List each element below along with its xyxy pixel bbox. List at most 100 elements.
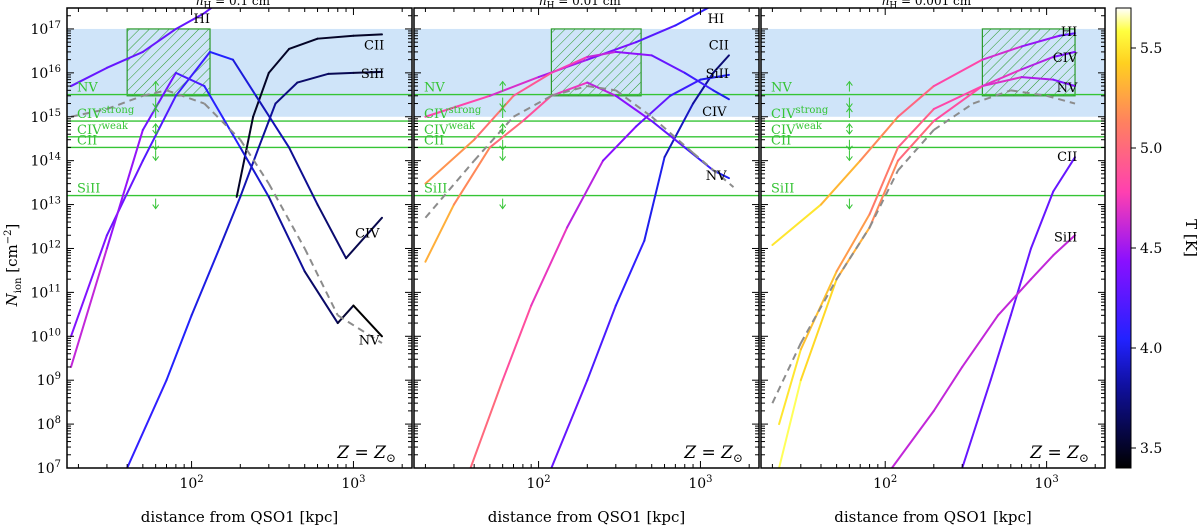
curve-segment-CII [352, 33, 383, 37]
panel-nh-0.01: nH = 0.01 cm−3 distance from QSO1 [kpc] … [413, 0, 760, 526]
curve-label-HI: HI [1061, 25, 1077, 40]
arrow-down-head [499, 156, 507, 162]
curve-segment-SiII [327, 71, 355, 75]
curve-segment-CIV [778, 379, 802, 468]
curve-NV [70, 71, 383, 368]
curve-segment-HI [859, 115, 899, 162]
plot-area [414, 8, 759, 468]
y-tick-label: 1016 [30, 64, 61, 82]
curve-segment-CIV [614, 50, 653, 57]
obs-label-CIVweak: CIVweak [77, 121, 129, 138]
x-tick-label: 102 [179, 474, 203, 492]
panel-frame [413, 7, 760, 469]
x-tick-label: 103 [688, 474, 712, 492]
curve-segment-NV [932, 85, 984, 111]
curve-HI [70, 8, 213, 88]
panel-frame [760, 7, 1106, 469]
curve-segment-SiII [890, 409, 935, 468]
panel-title: nH = 0.1 cm−3 [196, 0, 284, 11]
curve-segment-NV [174, 71, 206, 88]
curve-segment-CIV [141, 94, 177, 162]
arrow-down-head [152, 145, 160, 151]
curve-NV [424, 81, 730, 263]
curve-segment-Total [972, 89, 1012, 105]
colorbar-tick-label: 5.0 [1140, 141, 1162, 157]
curve-segment-SiII [190, 245, 222, 317]
curve-segment-NV [683, 146, 715, 172]
curve-label-SiII: SiII [1054, 230, 1077, 245]
curve-segment-CIV [1020, 55, 1055, 71]
x-ticks [761, 7, 1105, 469]
curve-label-SiII: SiII [706, 67, 729, 82]
curve-segment-SiII [932, 365, 964, 412]
curve-segment-SiII [469, 379, 504, 468]
y-axis-label: Nion [cm−2] [3, 224, 24, 308]
arrow-up-head [499, 122, 507, 129]
curve-segment-Total [615, 89, 653, 118]
curve-label-CIV: CIV [702, 105, 727, 120]
curve-segment-Total [799, 278, 838, 344]
x-ticks [67, 7, 412, 469]
curve-segment-Total [897, 129, 935, 172]
arrow-down-head [846, 145, 853, 151]
curve-segment-HI [141, 27, 177, 53]
curve-segment-CIV [712, 89, 730, 101]
arrow-down-head [499, 129, 507, 135]
curve-segment-SiII [257, 102, 277, 149]
obs-label-SiII: SiII [77, 182, 100, 197]
y-tick-label: 109 [37, 371, 61, 389]
curve-CII [235, 33, 383, 198]
curve-label-SiII: SiII [361, 67, 384, 82]
curve-segment-CIV [231, 58, 257, 97]
curve-segment-HI [1058, 32, 1077, 37]
curve-segment-Total [337, 314, 383, 344]
curve-NV [778, 76, 1077, 426]
curve-segment-NV [868, 146, 899, 216]
hatched-region [550, 28, 642, 97]
curve-segment-NV [650, 120, 686, 149]
curve-segment-NV [303, 270, 339, 325]
curve-segment-Total [166, 89, 205, 105]
curve-segment-SiII [274, 81, 299, 105]
curve-segment-CIV [868, 159, 899, 229]
y-tick-label: 108 [37, 415, 61, 433]
curve-segment-NV [336, 304, 355, 325]
obs-label-NV: NV [77, 81, 98, 96]
y-tick-label: 1015 [30, 108, 61, 126]
curve-segment-CII [267, 47, 291, 74]
curve-segment-Total [835, 226, 871, 280]
curve-SiII [890, 234, 1077, 468]
obs-arrow-SiII [152, 198, 160, 210]
curve-segment-SiII [669, 78, 702, 97]
panel-frame [66, 7, 413, 469]
curve-segment-NV [203, 85, 242, 149]
colorbar-tick-label: 4.5 [1140, 241, 1162, 257]
obs-arrow-CIVweak [152, 122, 160, 151]
curve-label-CIV: CIV [1053, 51, 1078, 66]
curve-segment-CIV [288, 146, 319, 206]
obs-label-CIVstrong: CIVstrong [771, 105, 829, 122]
curve-segment-SiII [566, 159, 604, 229]
curve-segment-CII [961, 379, 992, 468]
curve-segment-CIV [105, 159, 144, 237]
curve-segment-Total [473, 116, 515, 162]
x-tick-label: 103 [341, 474, 365, 492]
curve-label-HI: HI [708, 12, 724, 27]
curve-segment-SiII [352, 70, 383, 74]
colorbar-tick-label: 4.0 [1140, 341, 1162, 357]
obs-label-SiII: SiII [771, 182, 794, 197]
arrow-down-head [846, 204, 853, 210]
curve-label-NV: NV [706, 169, 727, 184]
curve-segment-CIV [254, 94, 291, 149]
curve-segment-NV [141, 71, 177, 131]
arrow-up-head [499, 80, 507, 86]
obs-label-NV: NV [424, 81, 445, 96]
colorbar-gradient [1115, 7, 1132, 469]
curve-segment-Total [239, 139, 270, 185]
curve-segment-CII [614, 239, 646, 307]
curve-segment-HI [1020, 34, 1061, 48]
curve-Total [771, 89, 1076, 404]
curve-SiII [469, 73, 730, 468]
curve-segment-Total [933, 102, 974, 131]
curve-segment-CII [1052, 156, 1077, 193]
